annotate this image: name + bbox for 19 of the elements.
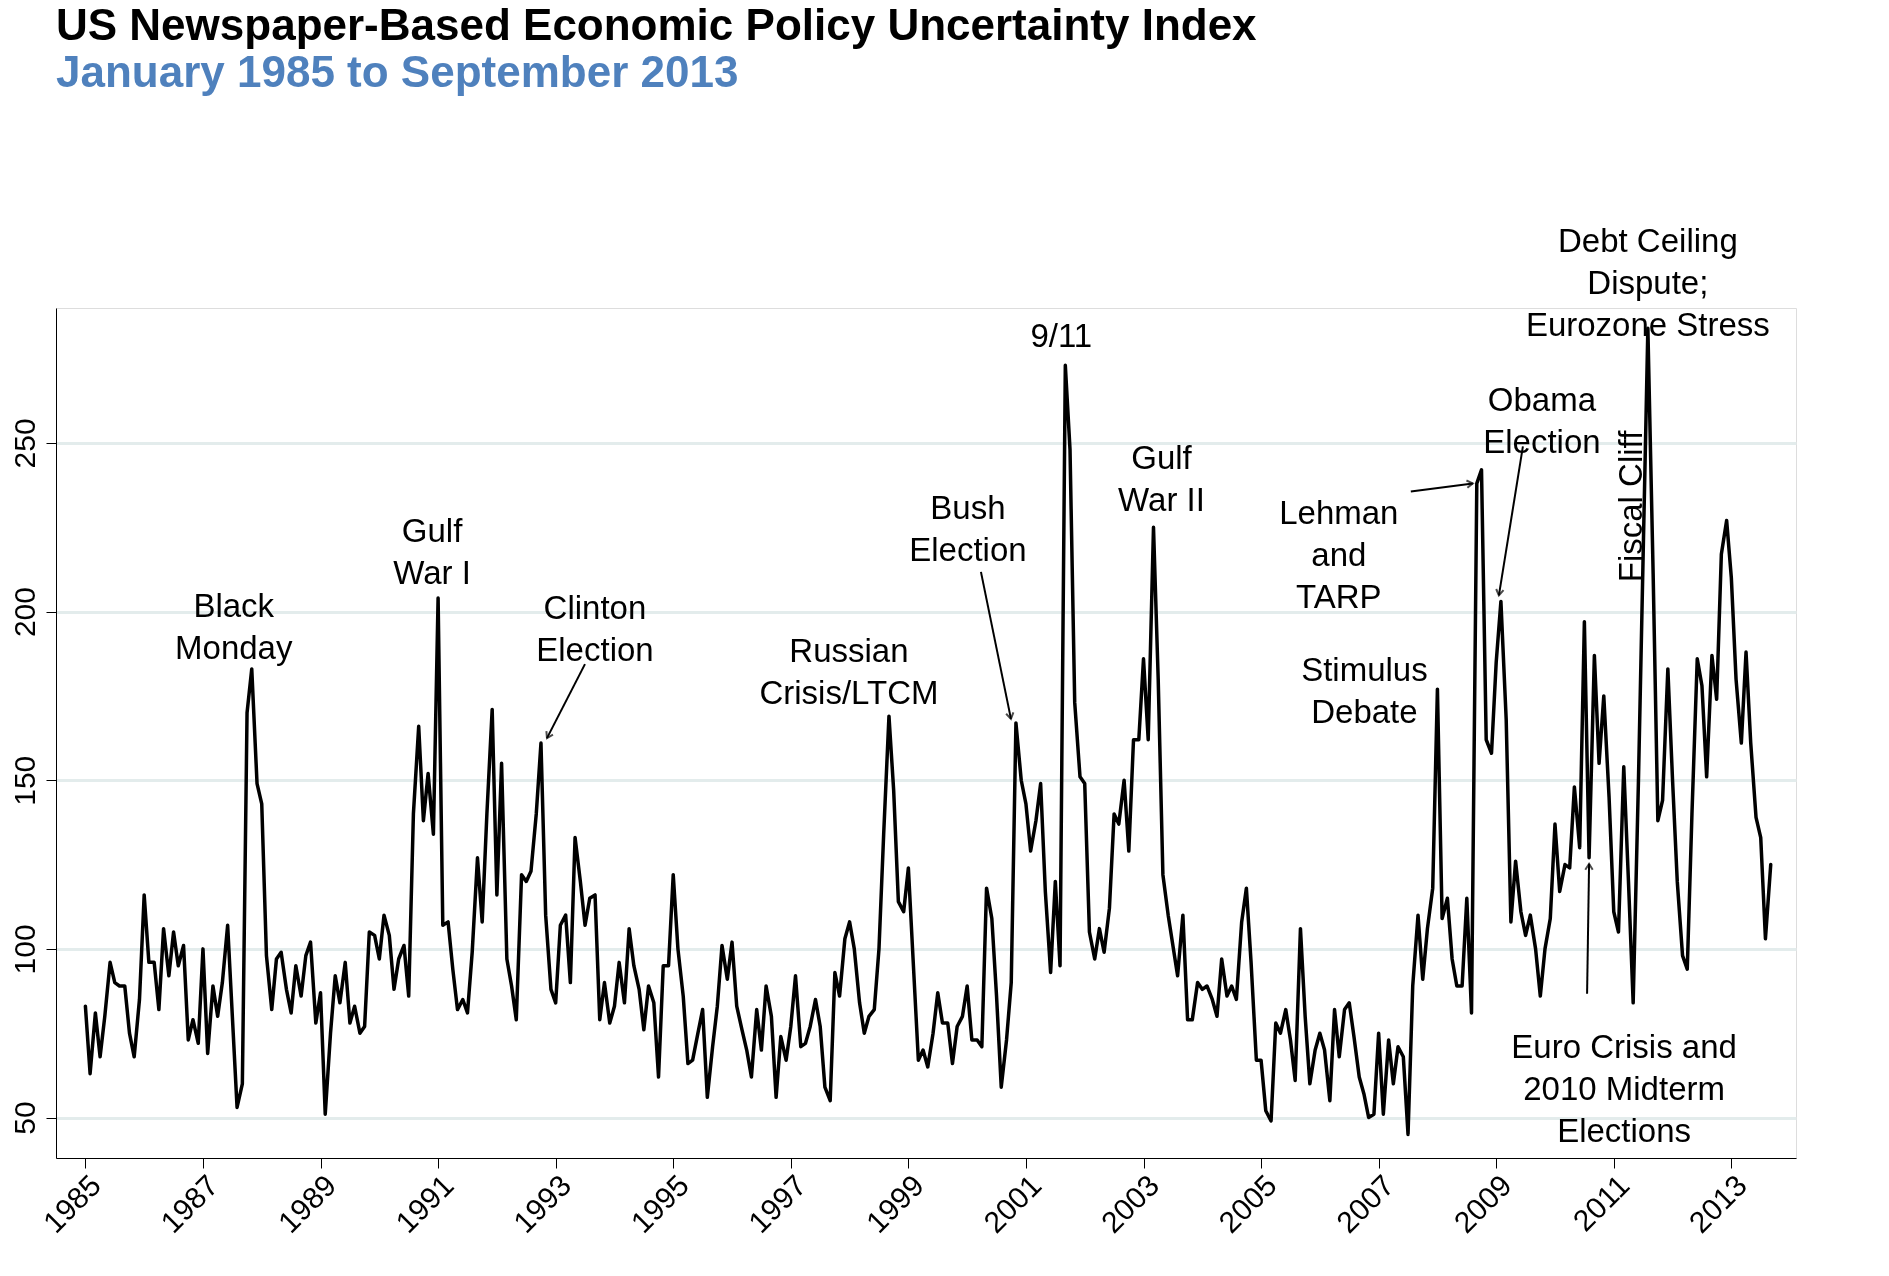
annotation: Euro Crisis and 2010 Midterm Elections xyxy=(1511,1027,1737,1149)
annotation: Gulf War I xyxy=(393,512,471,592)
y-tick-label: 100 xyxy=(7,924,41,975)
y-tick-label: 200 xyxy=(7,587,41,638)
chart-title: US Newspaper-Based Economic Policy Uncertainty Index xyxy=(56,0,1258,50)
annotation: Obama Election xyxy=(1483,381,1601,461)
annotation: Black Monday xyxy=(175,586,293,666)
annotation: Stimulus Debate xyxy=(1301,651,1428,731)
annotation: Clinton Election xyxy=(536,589,654,669)
annotation: Debt Ceiling Dispute; Eurozone Stress xyxy=(1525,222,1770,344)
annotation: Fiscal Cliff xyxy=(1611,429,1649,583)
y-tick-label: 50 xyxy=(7,1101,41,1135)
annotation: 9/11 xyxy=(1030,317,1093,355)
annotation: Bush Election xyxy=(909,488,1027,568)
annotation: Lehman and TARP xyxy=(1279,494,1399,616)
annotation: Russian Crisis/LTCM xyxy=(759,632,939,712)
annotation: Gulf War II xyxy=(1118,439,1205,519)
y-tick-label: 250 xyxy=(7,418,41,469)
y-tick-label: 150 xyxy=(7,755,41,806)
